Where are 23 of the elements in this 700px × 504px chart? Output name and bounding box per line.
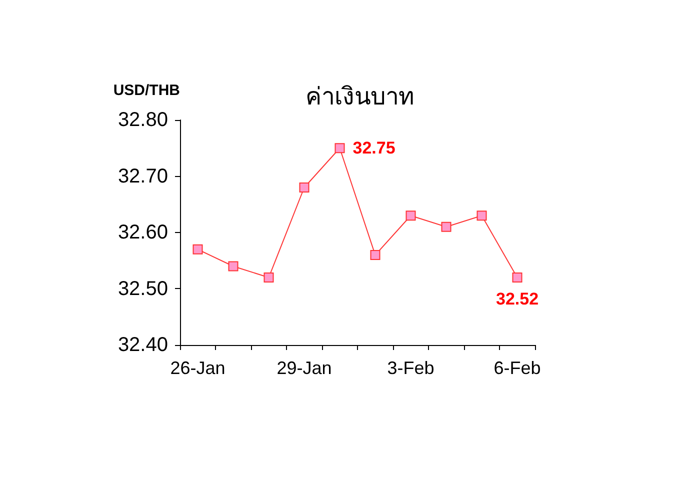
data-label: 32.52 [496,290,539,308]
point [299,182,310,192]
point [512,272,522,282]
point [370,250,380,260]
y-axis-title: USD/THB [113,82,180,99]
y-tick-label: 32.60 [118,222,168,244]
y-tick-label: 32.50 [118,278,168,300]
y-tick-label: 32.80 [118,109,168,131]
data-label: 32.75 [352,138,396,158]
x-tick-label: 3-Feb [387,358,434,378]
y-tick-label: 32.70 [118,165,168,188]
y-tick-label: 32.40 [118,334,168,356]
point [192,244,203,254]
point [406,210,416,221]
point [476,210,487,221]
x-tick-label: 26-Jan [170,358,226,378]
point [334,143,345,154]
point [441,222,452,232]
x-tick-label: 29-Jan [276,358,332,378]
point [228,261,238,272]
chart-title: ค่าเงินบาท [306,84,414,110]
x-tick-label: 6-Feb [494,358,541,378]
point [264,272,274,282]
